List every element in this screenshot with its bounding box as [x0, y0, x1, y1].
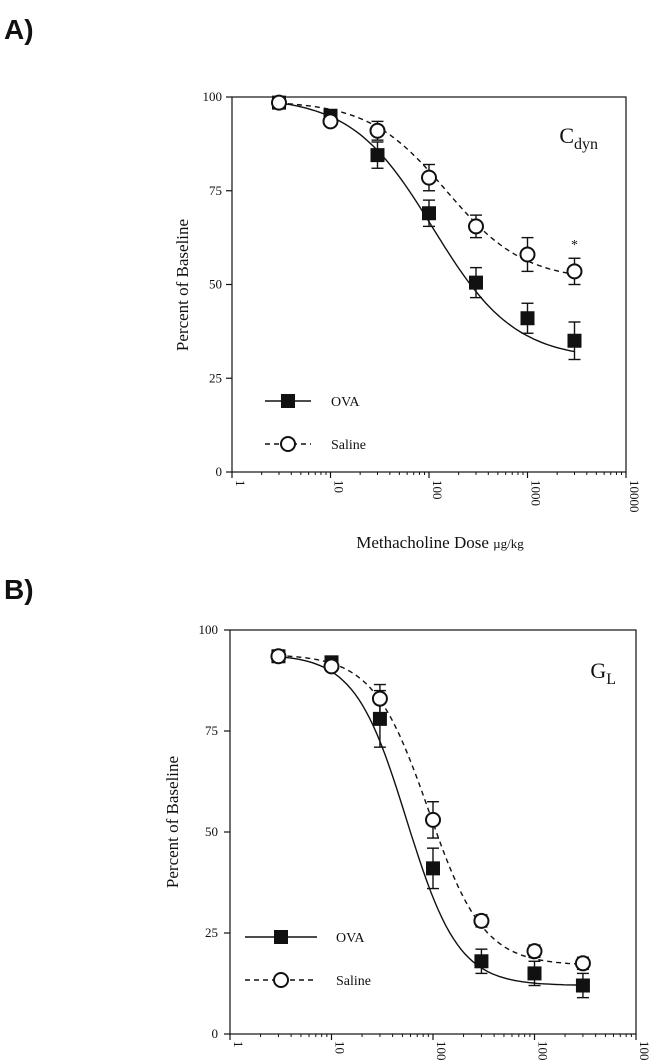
data-point-saline: [371, 690, 388, 707]
data-point-saline: [425, 811, 441, 828]
legend-label-saline: Saline: [336, 974, 371, 989]
data-point-ova: [468, 275, 483, 290]
panel-label-sub: L: [606, 671, 616, 688]
x-axis-unit: µg/kg: [493, 536, 524, 551]
panel-b-letter: B): [4, 574, 34, 605]
y-tick-label: 0: [212, 1026, 219, 1041]
y-tick-label: 50: [209, 277, 222, 292]
data-point-saline: [369, 122, 386, 139]
data-point-ova: [567, 333, 582, 348]
x-tick-label: 1: [233, 480, 248, 487]
data-point-ova: [474, 954, 489, 969]
legend-marker-ova: [281, 394, 295, 408]
legend-label-ova: OVA: [336, 931, 365, 946]
x-tick-label: 100: [430, 480, 445, 500]
x-tick-label: 1000: [536, 1041, 551, 1061]
y-tick-label: 0: [216, 464, 223, 479]
data-point-saline: [270, 648, 287, 665]
fit-curve-saline: [278, 654, 583, 965]
data-point-ova: [370, 148, 385, 163]
panel-label: Cdyn: [559, 123, 598, 153]
x-axis-title: Methacholine Dose µg/kg: [356, 533, 524, 552]
data-point-ova: [422, 206, 436, 221]
legend-marker-ova: [274, 930, 288, 944]
x-tick-label: 10000: [627, 480, 642, 513]
y-tick-label: 75: [205, 723, 218, 738]
fit-curve-saline: [278, 102, 575, 275]
data-point-saline: [566, 263, 583, 280]
y-axis-title: Percent of Baseline: [173, 219, 192, 351]
y-tick-label: 25: [205, 925, 218, 940]
x-tick-label: 100: [434, 1041, 449, 1061]
data-point-ova: [426, 861, 440, 876]
legend-marker-saline: [280, 436, 296, 452]
data-point-saline: [270, 94, 287, 111]
x-tick-label: 10000: [637, 1041, 651, 1061]
data-point-saline: [467, 218, 484, 235]
data-point-ova: [575, 978, 590, 993]
data-point-saline: [323, 658, 340, 675]
data-point-saline: [421, 169, 437, 186]
legend-label-saline: Saline: [331, 438, 366, 453]
x-axis-title-text: Methacholine Dose: [356, 533, 493, 552]
data-point-ova: [372, 711, 387, 726]
x-tick-label: 1000: [529, 480, 544, 506]
y-tick-label: 75: [209, 183, 222, 198]
data-point-saline: [322, 113, 339, 130]
legend-marker-saline: [273, 972, 289, 988]
y-tick-label: 100: [203, 89, 223, 104]
panel-a-letter: A): [4, 14, 34, 45]
data-point-saline: [526, 943, 543, 960]
data-point-ova: [520, 311, 535, 326]
panel-label-main: C: [559, 123, 574, 148]
y-axis-title: Percent of Baseline: [163, 756, 182, 888]
data-point-ova: [527, 966, 542, 981]
y-tick-label: 50: [205, 824, 218, 839]
x-tick-label: 10: [333, 1041, 348, 1054]
panel-label-main: G: [590, 658, 606, 683]
x-tick-label: 10: [332, 480, 347, 493]
x-tick-label: 1: [231, 1041, 246, 1048]
y-tick-label: 25: [209, 370, 222, 385]
panel-label: GL: [590, 658, 616, 688]
data-point-saline: [574, 955, 591, 972]
legend-label-ova: OVA: [331, 395, 360, 410]
data-point-saline: [473, 912, 490, 929]
y-tick-label: 100: [199, 622, 219, 637]
panel-label-sub: dyn: [574, 136, 598, 153]
data-point-saline: [519, 246, 536, 263]
significance-marker: *: [571, 238, 578, 253]
